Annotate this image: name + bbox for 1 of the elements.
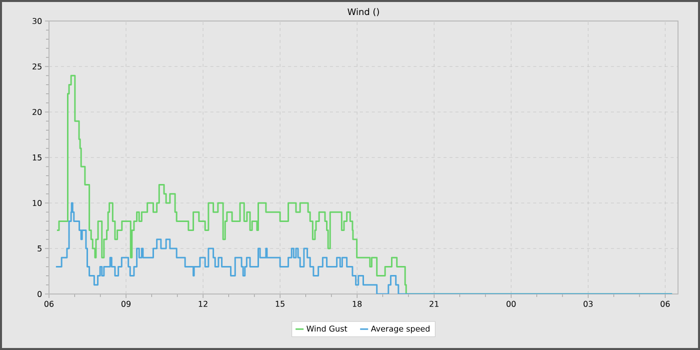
chart-title: Wind () (348, 8, 379, 16)
